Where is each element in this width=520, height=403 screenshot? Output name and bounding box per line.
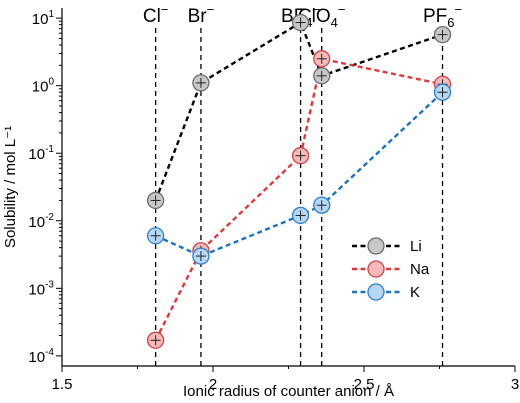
y-tick-label: 10-3 (28, 279, 54, 298)
y-tick-label: 10-4 (28, 347, 54, 366)
legend-marker (367, 237, 385, 255)
legend: Li Na K (352, 237, 430, 301)
series-layer (146, 13, 452, 349)
series-line-li (154, 20, 443, 201)
x-tick-label: 3 (511, 376, 519, 393)
legend-label: K (410, 284, 420, 301)
legend-label: Na (410, 261, 430, 278)
y-tick-label: 100 (32, 77, 55, 96)
y-tick-label-base: 10 (28, 214, 45, 231)
data-point-na (146, 331, 165, 349)
x-tick-label: 1.5 (52, 376, 73, 393)
y-tick-label-exponent: -3 (45, 279, 54, 290)
y-tick-label: 101 (32, 9, 55, 28)
anion-label-main: Cl (143, 6, 161, 27)
anion-labels: Cl−Br−BF4−ClO4−PF6− (143, 2, 462, 30)
anion-label: Cl− (143, 2, 169, 27)
anion-label: Br− (188, 2, 215, 27)
series-line-na (154, 57, 443, 341)
data-point-li (192, 74, 210, 92)
y-tick-label-exponent: -4 (45, 347, 54, 358)
data-point-na (291, 147, 310, 165)
y-tick-label-base: 10 (32, 11, 49, 28)
data-point-k (291, 206, 310, 225)
y-tick-label-exponent: -2 (45, 212, 54, 223)
anion-label: PF6− (423, 2, 462, 30)
anion-label-main: Br (188, 6, 208, 27)
legend-marker (367, 283, 385, 301)
y-tick-label-base: 10 (28, 349, 45, 366)
legend-label: Li (410, 238, 422, 255)
legend-marker (367, 260, 385, 278)
data-point-li (433, 25, 452, 44)
anion-label-superscript: − (161, 2, 169, 17)
y-tick-label-base: 10 (28, 146, 45, 163)
data-point-li (291, 13, 310, 32)
anion-label-superscript: − (454, 2, 462, 17)
y-tick-label-base: 10 (28, 281, 45, 298)
anion-label-subscript: 4 (331, 15, 338, 30)
data-point-k (192, 247, 210, 265)
x-tick-label: 2 (209, 376, 217, 393)
anion-label-superscript: − (207, 2, 215, 17)
y-tick-label-exponent: -1 (45, 144, 54, 155)
x-tick-label: 2.5 (354, 376, 375, 393)
y-tick-label-exponent: 1 (48, 9, 54, 20)
anion-label-subscript: 6 (447, 15, 454, 30)
anion-label-main: PF (423, 6, 447, 27)
y-axis-title: Solubility / mol L⁻¹ (2, 126, 19, 248)
anion-label-superscript: − (338, 2, 346, 17)
data-point-li (146, 191, 165, 210)
data-point-k (146, 227, 165, 245)
anion-label-superscript: − (313, 2, 321, 17)
y-tick-label-exponent: 0 (48, 77, 54, 88)
data-point-k (433, 83, 452, 101)
y-tick-label-base: 10 (32, 79, 49, 96)
data-point-na (313, 50, 331, 68)
data-point-k (313, 196, 331, 214)
series-line-k (155, 91, 444, 258)
axis-frame (61, 8, 515, 367)
x-axis-title: Ionic radius of counter anion / Å (183, 383, 394, 400)
data-point-li (313, 67, 331, 85)
y-tick-label: 10-1 (28, 144, 54, 163)
y-tick-label: 10-2 (28, 212, 54, 231)
